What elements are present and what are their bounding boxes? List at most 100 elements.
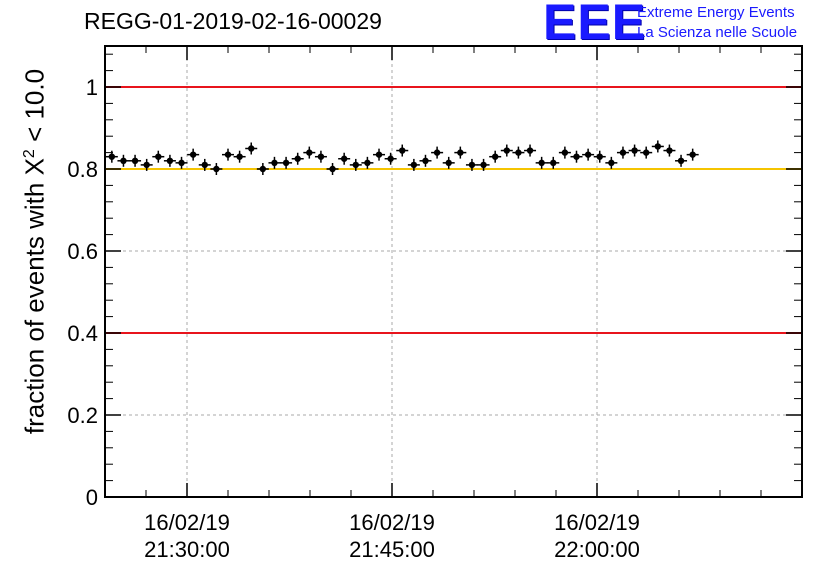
- point-marker: [445, 159, 452, 167]
- point-marker: [131, 157, 139, 164]
- point-marker: [387, 155, 394, 162]
- data-point: [465, 158, 478, 171]
- data-point: [303, 146, 316, 159]
- point-marker: [433, 149, 441, 156]
- x-tick-label-time: 21:45:00: [349, 537, 435, 562]
- data-point: [361, 156, 374, 169]
- data-point: [268, 156, 281, 169]
- data-point: [489, 150, 502, 163]
- point-marker: [457, 149, 464, 156]
- data-point: [175, 156, 188, 169]
- point-marker: [340, 155, 348, 162]
- data-point: [616, 146, 629, 159]
- y-tick-label: 0.4: [67, 321, 98, 346]
- data-point: [280, 156, 293, 169]
- point-marker: [515, 149, 522, 156]
- point-marker: [108, 153, 116, 160]
- point-marker: [399, 147, 406, 154]
- point-marker: [480, 161, 487, 169]
- tick-labels: 00.20.40.60.8116/02/1921:30:0016/02/1921…: [67, 75, 639, 562]
- logo-mark: EEE: [543, 0, 647, 50]
- data-point: [477, 158, 490, 171]
- data-point: [396, 144, 409, 157]
- grid-layer: [105, 46, 802, 497]
- data-point: [558, 146, 571, 159]
- y-tick-label: 0.8: [67, 157, 98, 182]
- data-point: [605, 156, 618, 169]
- data-point: [547, 156, 560, 169]
- data-point: [210, 163, 223, 175]
- data-point: [117, 154, 130, 167]
- point-marker: [689, 151, 696, 158]
- point-marker: [317, 153, 325, 160]
- point-marker: [538, 159, 545, 167]
- data-point: [431, 146, 444, 159]
- logo-line2: La Scienza nelle Scuole: [637, 24, 798, 41]
- y-tick-label: 0: [86, 485, 98, 510]
- point-marker: [526, 147, 534, 154]
- point-marker: [282, 159, 290, 167]
- data-point: [245, 142, 258, 155]
- point-marker: [236, 153, 243, 160]
- data-point: [222, 148, 234, 161]
- data-point: [535, 156, 548, 169]
- plot-frame: [104, 45, 803, 498]
- point-marker: [178, 159, 185, 167]
- point-marker: [294, 155, 301, 162]
- data-point: [163, 154, 176, 167]
- data-point: [384, 152, 397, 165]
- point-marker: [573, 153, 580, 160]
- point-marker: [166, 157, 174, 164]
- point-marker: [143, 161, 150, 169]
- point-marker: [375, 151, 383, 158]
- data-point: [686, 148, 699, 161]
- data-point: [291, 152, 304, 165]
- data-point: [314, 150, 327, 163]
- data-point: [256, 163, 269, 175]
- point-marker: [410, 161, 418, 169]
- point-marker: [329, 165, 336, 173]
- point-marker: [550, 159, 557, 167]
- point-marker: [213, 165, 220, 173]
- data-point: [198, 158, 211, 171]
- point-marker: [584, 151, 592, 158]
- data-point: [640, 146, 653, 159]
- point-marker: [271, 159, 278, 167]
- point-marker: [352, 161, 359, 169]
- y-tick-label: 0.2: [67, 403, 98, 428]
- point-marker: [248, 145, 255, 152]
- eee-logo: EEE Extreme Energy Events La Scienza nel…: [543, 0, 833, 50]
- data-point: [442, 156, 455, 169]
- chart-title: REGG-01-2019-02-16-00029: [84, 8, 382, 34]
- data-point: [407, 158, 420, 171]
- data-point: [593, 150, 606, 163]
- data-point: [152, 150, 165, 163]
- data-point: [140, 158, 153, 171]
- data-point: [349, 158, 362, 171]
- y-tick-label: 1: [86, 75, 98, 100]
- point-marker: [643, 149, 650, 156]
- point-marker: [468, 161, 476, 169]
- point-marker: [306, 149, 313, 156]
- data-point: [500, 144, 513, 157]
- point-marker: [619, 149, 627, 156]
- axis-ticks: [104, 46, 803, 498]
- point-marker: [422, 157, 429, 164]
- data-point: [663, 144, 676, 157]
- data-point: [512, 146, 525, 159]
- x-tick-label-time: 22:00:00: [554, 537, 640, 562]
- reference-lines: [105, 86, 802, 334]
- point-marker: [631, 147, 638, 154]
- data-point: [338, 152, 351, 165]
- point-marker: [596, 153, 603, 160]
- data-point: [373, 148, 386, 161]
- point-marker: [259, 165, 267, 173]
- point-marker: [189, 151, 197, 158]
- data-points: [105, 140, 699, 175]
- point-marker: [491, 153, 499, 160]
- data-point: [675, 154, 688, 167]
- point-marker: [364, 159, 371, 167]
- point-marker: [608, 159, 615, 167]
- data-point: [419, 154, 432, 167]
